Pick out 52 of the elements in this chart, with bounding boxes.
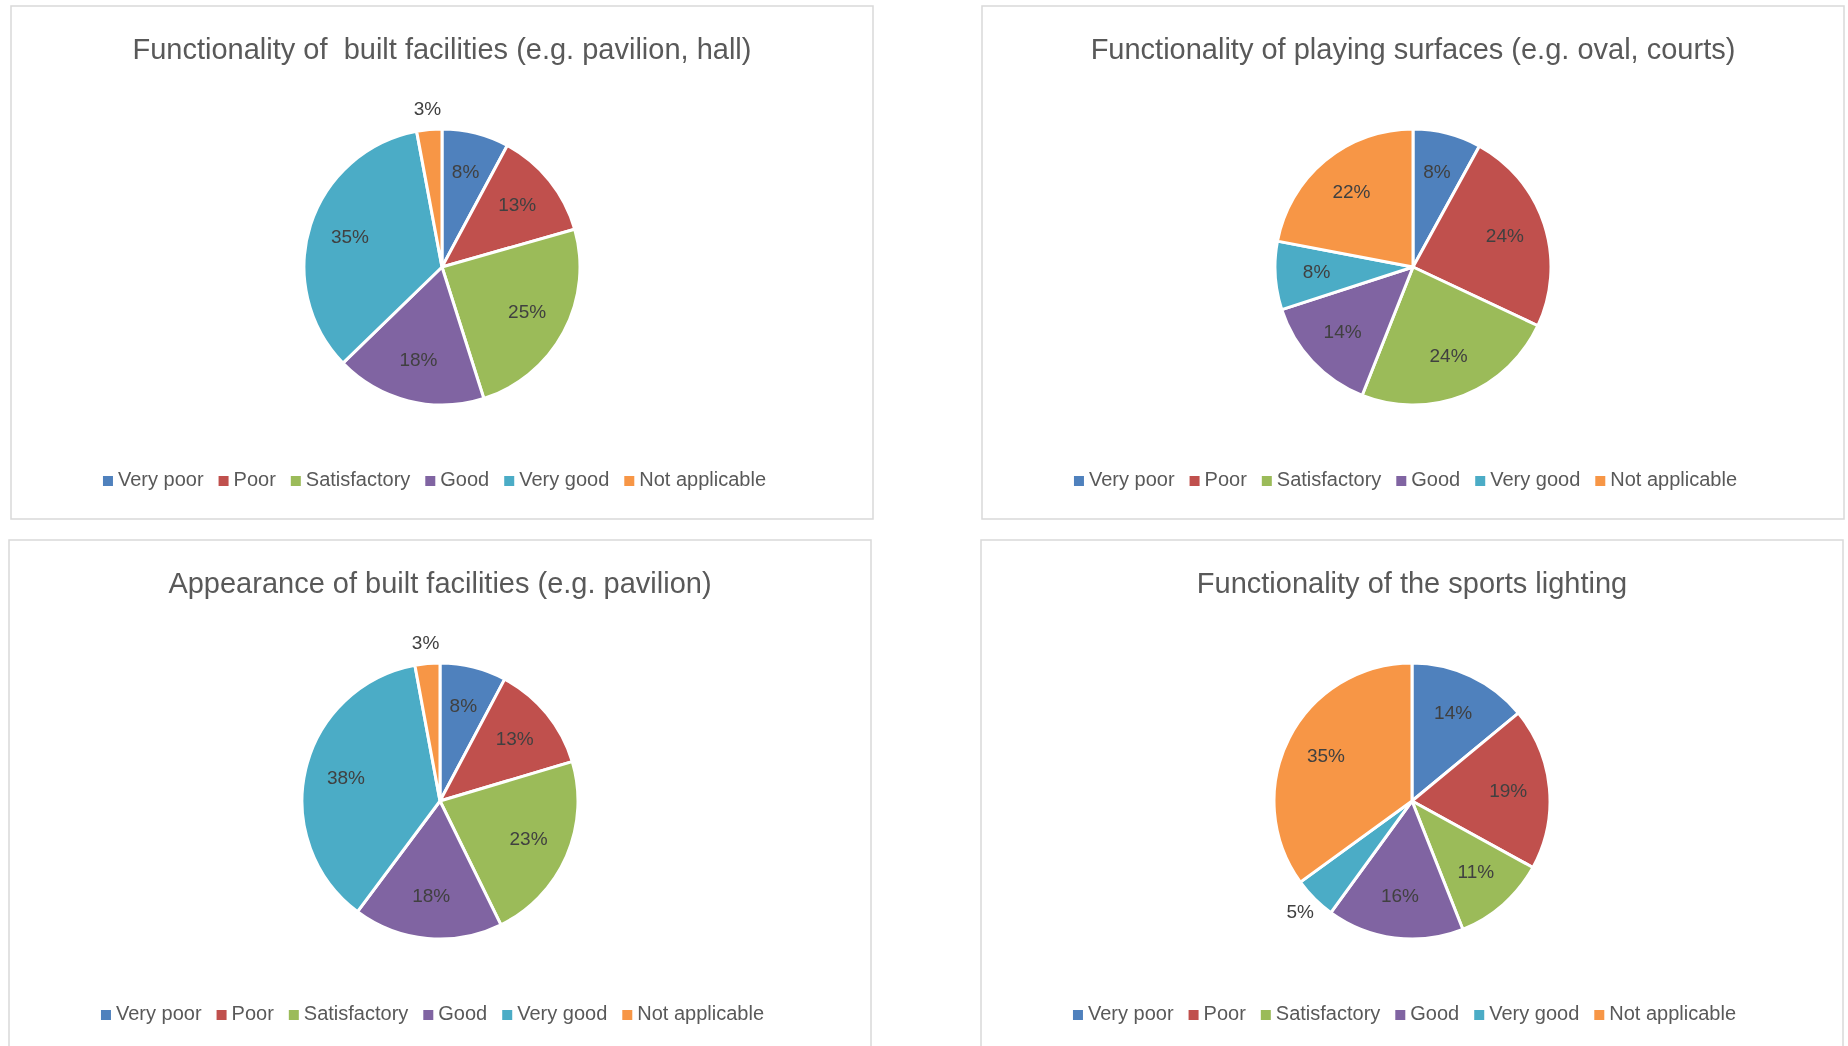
legend-label: Satisfactory (1275, 1002, 1381, 1025)
data-label: 35% (330, 225, 370, 247)
data-label: 19% (1489, 779, 1528, 801)
data-label: 3% (413, 97, 442, 119)
legend-label: Good (440, 468, 490, 491)
data-label: 22% (1332, 180, 1371, 202)
legend-label: Poor (231, 1002, 275, 1025)
data-label: 14% (1434, 701, 1473, 723)
legend-label: Very poor (115, 1002, 202, 1025)
legend-label: Very poor (1088, 468, 1175, 491)
legend-label: Very poor (1087, 1002, 1174, 1025)
data-label: 18% (399, 348, 438, 370)
data-label: 13% (495, 727, 534, 749)
data-label: 14% (1323, 321, 1362, 343)
data-label: 25% (508, 300, 547, 322)
data-label: 18% (412, 885, 451, 907)
legend-label: Satisfactory (1276, 468, 1382, 491)
data-label: 8% (449, 695, 478, 717)
legend-label: Not applicable (1610, 468, 1738, 491)
legend-label: Very good (1489, 1002, 1580, 1025)
legend-label: Poor (1203, 1002, 1247, 1025)
data-label: 16% (1380, 884, 1420, 906)
data-label: 38% (326, 767, 366, 789)
legend-label: Good (438, 1002, 488, 1025)
data-label: 8% (1423, 161, 1451, 183)
data-label: 24% (1485, 225, 1524, 247)
data-label: 24% (1429, 344, 1468, 366)
data-label: 13% (498, 194, 537, 216)
data-label: 5% (1286, 900, 1315, 922)
data-label: 8% (451, 161, 480, 183)
legend-label: Good (1410, 1002, 1460, 1025)
chart-title: Appearance of built facilities (e.g. pavilion) (168, 566, 712, 599)
legend-label: Very good (517, 1002, 608, 1025)
legend-label: Satisfactory (303, 1002, 409, 1025)
chart-title: Functionality of the sports lighting (1196, 566, 1628, 599)
legend-label: Not applicable (639, 468, 767, 491)
chart-title: Functionality of built facilities (e.g. pavilion, hall) (132, 32, 752, 65)
legend-label: Very good (1490, 468, 1581, 491)
legend-label: Poor (233, 468, 277, 491)
legend-label: Very good (519, 468, 610, 491)
data-label: 8% (1302, 261, 1331, 283)
data-label: 11% (1457, 861, 1495, 883)
legend-label: Not applicable (637, 1002, 765, 1025)
legend-label: Good (1411, 468, 1461, 491)
chart-title: Functionality of playing surfaces (e.g. oval, courts) (1090, 32, 1736, 65)
data-label: 23% (509, 827, 548, 849)
legend-label: Not applicable (1609, 1002, 1737, 1025)
data-label: 3% (411, 631, 440, 653)
legend-label: Poor (1204, 468, 1248, 491)
legend-label: Satisfactory (305, 468, 411, 491)
data-label: 35% (1306, 745, 1346, 767)
legend-label: Very poor (117, 468, 204, 491)
